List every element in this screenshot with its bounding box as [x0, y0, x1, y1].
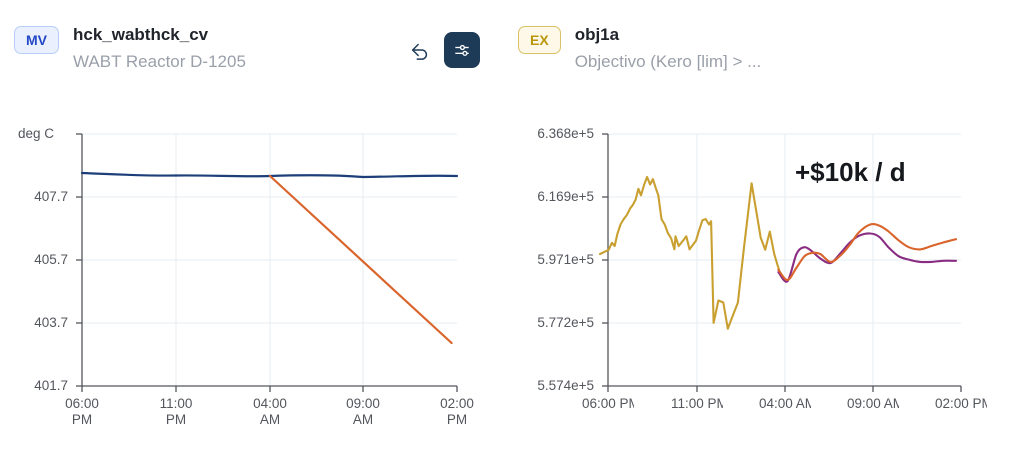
svg-text:09:00 AM: 09:00 AM — [847, 396, 904, 411]
svg-text:04:00 AM: 04:00 AM — [759, 396, 816, 411]
svg-text:401.7: 401.7 — [34, 378, 68, 393]
svg-text:405.7: 405.7 — [34, 252, 68, 267]
svg-text:5.574e+5: 5.574e+5 — [537, 378, 594, 393]
svg-text:02:00 PM: 02:00 PM — [935, 396, 993, 411]
svg-text:06:00: 06:00 — [65, 396, 99, 411]
svg-text:02:00: 02:00 — [440, 396, 474, 411]
svg-text:5.772e+5: 5.772e+5 — [537, 315, 594, 330]
svg-text:407.7: 407.7 — [34, 189, 68, 204]
svg-text:11:00: 11:00 — [160, 396, 193, 411]
svg-text:04:00: 04:00 — [253, 396, 287, 411]
svg-text:403.7: 403.7 — [34, 315, 68, 330]
svg-text:AM: AM — [260, 412, 280, 427]
svg-text:deg C: deg C — [18, 126, 54, 141]
svg-text:06:00 PM: 06:00 PM — [582, 396, 640, 411]
svg-text:6.169e+5: 6.169e+5 — [537, 189, 594, 204]
svg-text:PM: PM — [447, 412, 467, 427]
svg-text:+$10k / d: +$10k / d — [795, 157, 906, 187]
svg-text:PM: PM — [72, 412, 92, 427]
svg-text:11:00 PM: 11:00 PM — [671, 396, 728, 411]
svg-text:5.971e+5: 5.971e+5 — [537, 252, 594, 267]
svg-text:PM: PM — [166, 412, 186, 427]
svg-text:AM: AM — [353, 412, 373, 427]
svg-text:6.368e+5: 6.368e+5 — [537, 126, 594, 141]
svg-text:09:00: 09:00 — [346, 396, 380, 411]
